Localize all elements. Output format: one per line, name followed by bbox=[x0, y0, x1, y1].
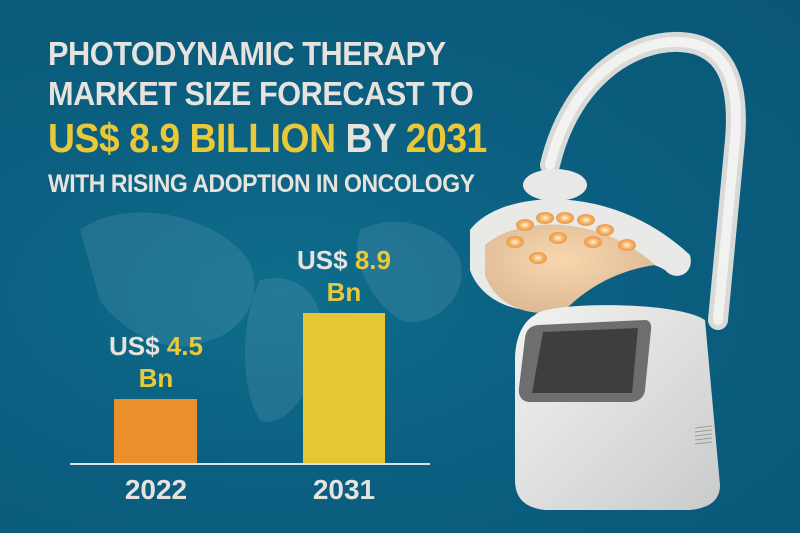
category-label-2022: 2022 bbox=[124, 474, 188, 505]
value-number: 4.5 bbox=[166, 331, 203, 361]
subtitle: WITH RISING ADOPTION IN ONCOLOGY bbox=[48, 170, 475, 198]
value-label-2022: US$ 4.5 Bn bbox=[86, 330, 226, 394]
title-by: BY bbox=[345, 115, 396, 161]
unit-label: Bn bbox=[138, 363, 174, 393]
currency-label: US$ bbox=[297, 245, 348, 275]
bar-2031 bbox=[303, 313, 385, 463]
title-highlight-value: US$ 8.9 BILLION bbox=[48, 115, 336, 161]
title-line-3: US$ 8.9 BILLION BY 2031 bbox=[48, 115, 487, 162]
value-label-2031: US$ 8.9 Bn bbox=[274, 244, 414, 308]
currency-label: US$ bbox=[109, 331, 160, 361]
unit-label: Bn bbox=[326, 277, 362, 307]
value-number: 8.9 bbox=[354, 245, 391, 275]
title-year: 2031 bbox=[405, 115, 488, 161]
category-label-2031: 2031 bbox=[312, 474, 376, 505]
led-lights bbox=[506, 212, 636, 264]
x-axis-baseline bbox=[70, 463, 430, 465]
title-line-2: MARKET SIZE FORECAST TO bbox=[48, 75, 474, 112]
therapy-lamp-illustration bbox=[470, 31, 746, 510]
title-line-1: PHOTODYNAMIC THERAPY bbox=[48, 35, 446, 72]
bar-2022 bbox=[114, 399, 197, 463]
